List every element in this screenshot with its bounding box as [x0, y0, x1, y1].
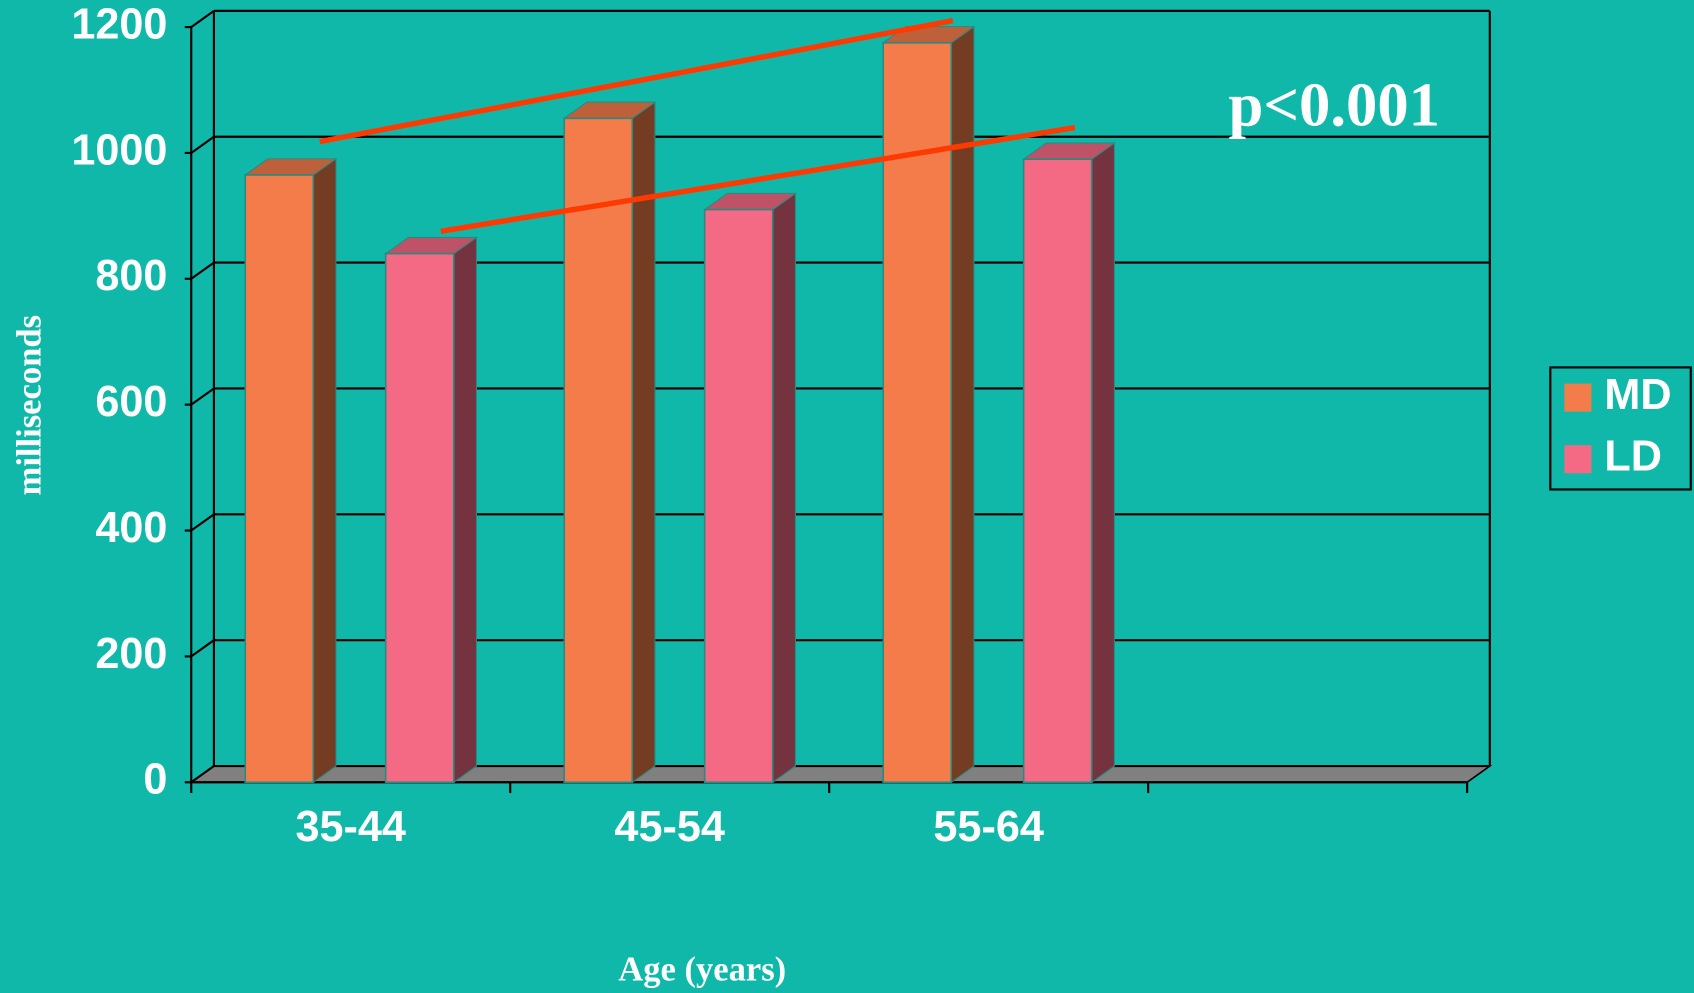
grid-line: [190, 135, 215, 154]
y-axis-label: milliseconds: [10, 315, 48, 496]
bar-front: [563, 117, 634, 784]
x-tick-label: 45-54: [614, 803, 725, 851]
bar: [881, 25, 976, 784]
annotation: p<0.001: [1228, 70, 1440, 140]
grid: [184, 9, 1493, 794]
x-tick-label: 55-64: [933, 803, 1044, 851]
y-tick-label: 1200: [71, 1, 167, 49]
legend-swatch: [1564, 445, 1592, 474]
bar: [562, 101, 657, 784]
trend-line: [319, 17, 954, 145]
bars: [243, 25, 1117, 784]
bar-front: [384, 252, 455, 784]
bar: [384, 236, 479, 784]
bar-front: [1022, 158, 1093, 784]
grid-line: [190, 513, 215, 532]
bar-side: [772, 192, 796, 784]
x-axis-label: Age (years): [618, 950, 786, 988]
bar-front: [882, 42, 953, 784]
y-tick-label: 800: [95, 252, 167, 300]
y-tick-label: 200: [95, 630, 167, 678]
bar: [1021, 141, 1117, 784]
y-tick-label: 400: [95, 504, 167, 552]
bar: [243, 157, 338, 784]
grid-line: [190, 387, 215, 406]
bar-side: [631, 101, 656, 784]
bar-front: [244, 174, 315, 784]
bar: [702, 192, 798, 784]
bar-side: [950, 25, 975, 784]
grid-line: [190, 765, 215, 784]
bar-side: [453, 236, 477, 784]
x-tick-label: 35-44: [295, 803, 405, 851]
legend-label: MD: [1604, 371, 1671, 419]
legend-swatch: [1564, 383, 1592, 412]
y-tick-label: 0: [143, 756, 167, 804]
bar-side: [312, 157, 337, 784]
y-tick-label: 600: [95, 378, 167, 426]
grid-line: [190, 10, 215, 28]
y-tick-label: 1000: [71, 126, 167, 174]
grid-line: [190, 261, 215, 280]
trend-line: [440, 124, 1076, 234]
legend-box: [1549, 366, 1692, 491]
bar-front: [703, 208, 774, 784]
legend-label: LD: [1604, 433, 1662, 481]
grid-line: [190, 639, 215, 658]
bar-side: [1091, 141, 1115, 784]
